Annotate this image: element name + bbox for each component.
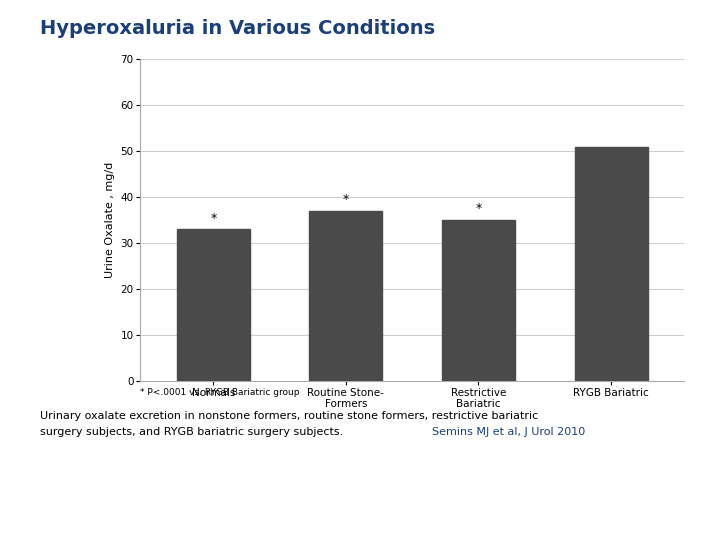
Bar bbox=[310, 211, 382, 381]
Text: CLINIC: CLINIC bbox=[9, 512, 42, 521]
Bar bbox=[442, 220, 515, 381]
Text: Hyperoxaluria in Various Conditions: Hyperoxaluria in Various Conditions bbox=[40, 19, 435, 38]
Text: ©2013 MFMER  |  slide 9: ©2013 MFMER | slide 9 bbox=[623, 521, 709, 528]
Text: *: * bbox=[475, 202, 482, 215]
Text: Urinary oxalate excretion in nonstone formers, routine stone formers, restrictiv: Urinary oxalate excretion in nonstone fo… bbox=[40, 411, 538, 422]
Bar bbox=[177, 229, 250, 381]
Text: * P<.0001 vs. RYGB Bariatric group: * P<.0001 vs. RYGB Bariatric group bbox=[140, 388, 300, 397]
Text: MAYO: MAYO bbox=[9, 491, 37, 500]
Text: surgery subjects, and RYGB bariatric surgery subjects.: surgery subjects, and RYGB bariatric sur… bbox=[40, 427, 343, 437]
Bar bbox=[575, 147, 647, 381]
Y-axis label: Urine Oxalate , mg/d: Urine Oxalate , mg/d bbox=[105, 162, 114, 278]
FancyBboxPatch shape bbox=[2, 519, 42, 537]
Text: *: * bbox=[343, 193, 349, 206]
Text: *: * bbox=[210, 212, 217, 225]
Text: Semins MJ et al, J Urol 2010: Semins MJ et al, J Urol 2010 bbox=[432, 427, 585, 437]
